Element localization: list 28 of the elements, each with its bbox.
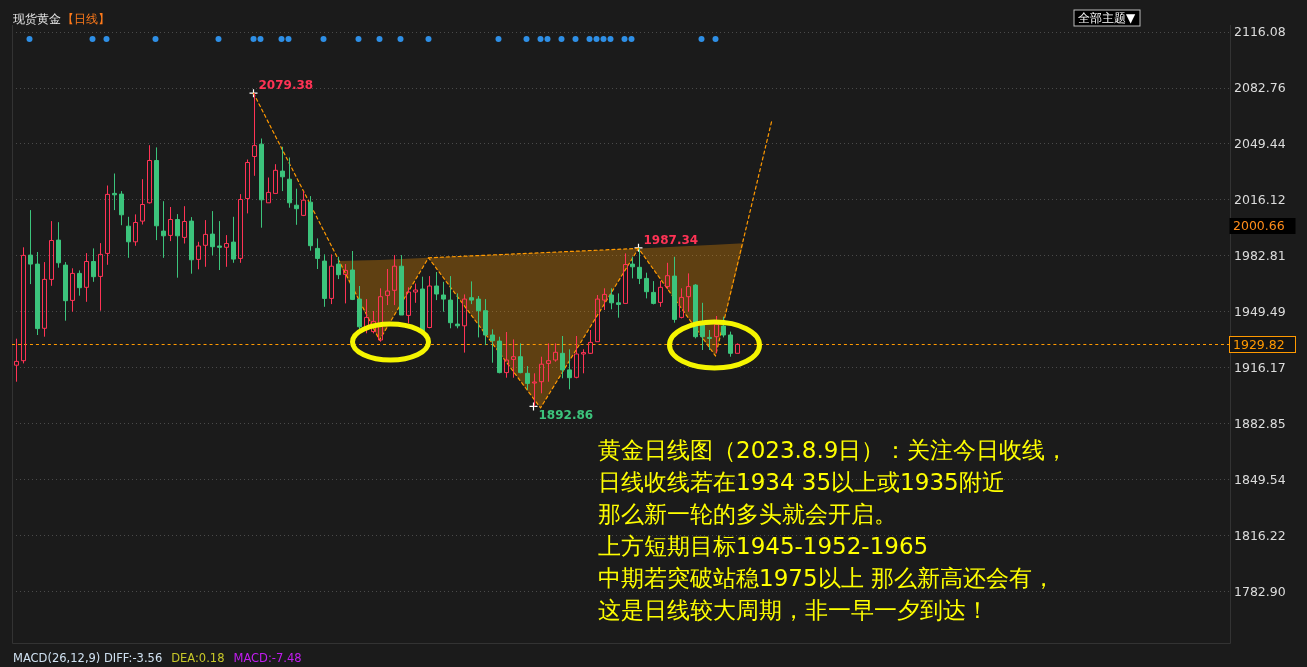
text: 2000.66 [1233, 218, 1285, 233]
annotation: 上方短期目标1945-1952-1965 [598, 533, 929, 559]
y-tick-label: 1949.49 [1234, 303, 1286, 319]
annotation: 那么新一轮的多头就会开启。 [598, 501, 897, 527]
text: MACD:-7.48 [233, 651, 302, 665]
text: 全部主题▼ [1078, 11, 1136, 25]
annotation: 1892.86 [538, 408, 594, 423]
annotation: 这是日线较大周期，非一早一夕到达！ [598, 597, 989, 623]
y-tick-label: 2116.08 [1234, 24, 1286, 40]
annotation: 黄金日线图（2023.8.9日）：关注今日收线， [598, 437, 1069, 463]
y-tick-label: 2049.44 [1234, 136, 1286, 151]
chart-title: 现货黄金 [13, 12, 61, 26]
text: DEA:0.18 [171, 651, 225, 665]
annotation: 日线收线若在1934 35以上或1935附近 [598, 469, 1005, 495]
ref-line-label: 1929.82 [1233, 337, 1285, 352]
y-tick-label: 1882.85 [1234, 415, 1286, 431]
y-tick-label: 1916.17 [1234, 359, 1286, 375]
y-tick-label: 1982.81 [1234, 247, 1286, 263]
y-tick-label: 1849.54 [1234, 471, 1286, 487]
chart-subtitle: 【日线】 [62, 12, 110, 26]
annotation: 2079.38 [258, 78, 314, 93]
y-tick-label: 1782.90 [1234, 583, 1286, 599]
y-tick-label: 2082.76 [1234, 80, 1286, 95]
y-tick-label: 1816.22 [1234, 527, 1286, 543]
annotation: 1987.34 [643, 232, 699, 247]
annotation: 中期若突破站稳1975以上 那么新高还会有， [598, 565, 1055, 591]
y-tick-label: 2016.12 [1234, 192, 1286, 207]
text: MACD(26,12,9) DIFF:-3.56 [13, 651, 163, 665]
